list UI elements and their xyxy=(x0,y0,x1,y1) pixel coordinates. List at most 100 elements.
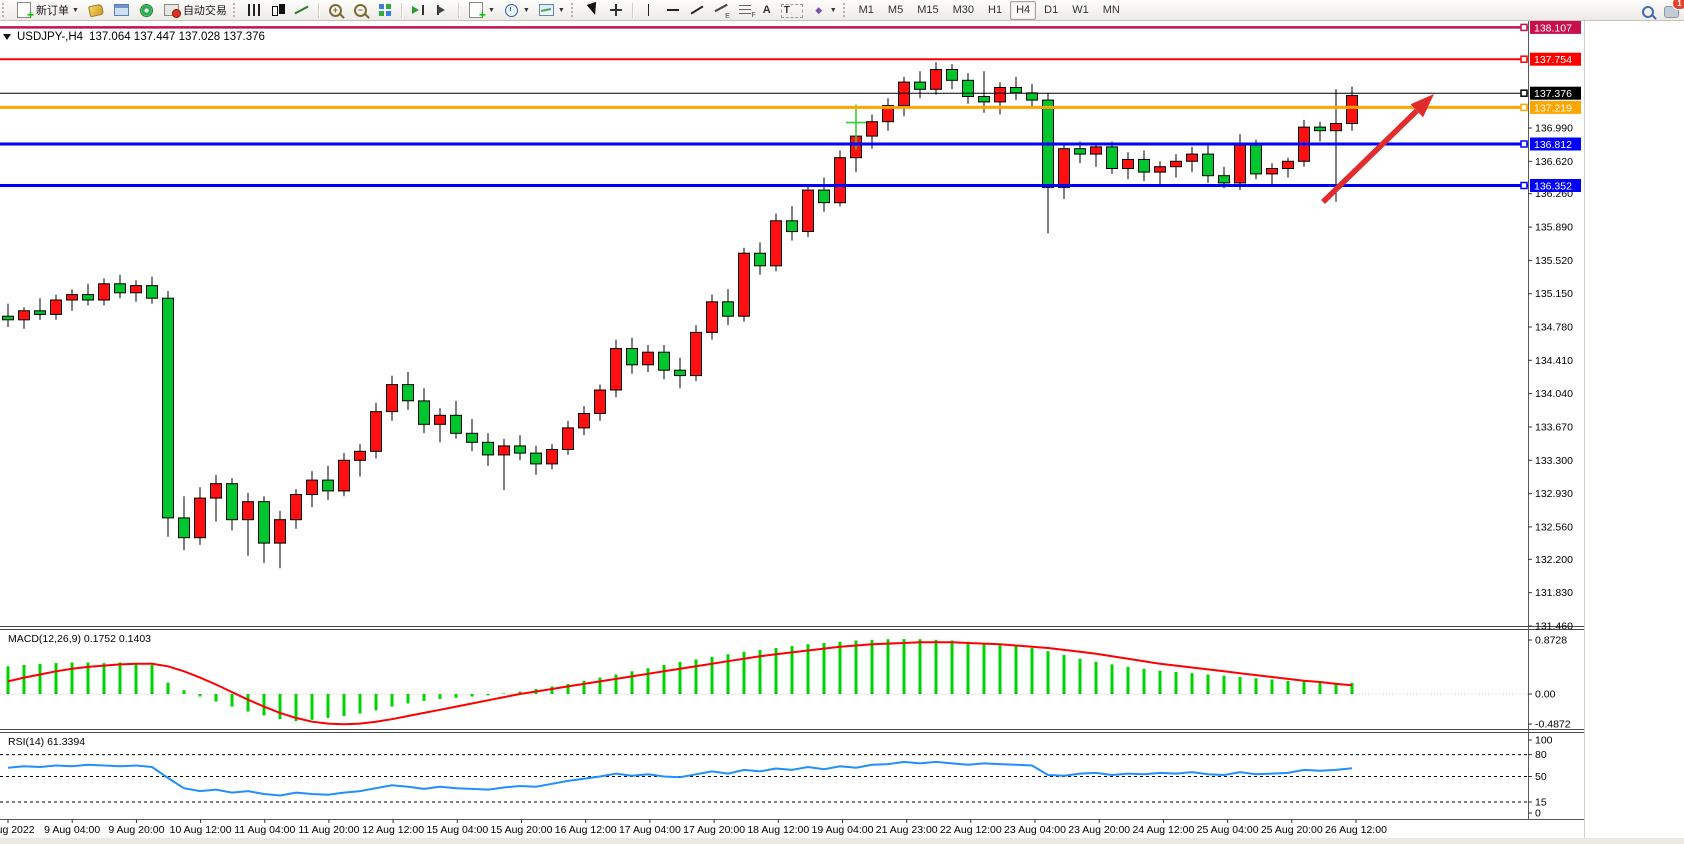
vertical-line-tool-button[interactable] xyxy=(637,0,661,21)
toolbar-separator xyxy=(631,2,633,18)
search-button[interactable] xyxy=(1642,2,1657,20)
symbol-title: USDJPY-,H4 xyxy=(17,31,84,43)
zoom-out-button[interactable]: − xyxy=(348,0,373,21)
price-label-text: 137.754 xyxy=(1534,54,1572,66)
candle-body xyxy=(674,369,686,377)
new-order-button[interactable]: 新订单 ▼ xyxy=(11,0,83,22)
candle-body xyxy=(802,189,814,233)
candle-body xyxy=(1154,166,1166,173)
timeframe-d1-button[interactable]: D1 xyxy=(1044,3,1059,16)
line-axis-anchor xyxy=(1520,103,1528,112)
candle-body xyxy=(1234,144,1246,184)
toolbar-grip[interactable] xyxy=(232,3,239,17)
trendline-tool-button[interactable] xyxy=(685,0,709,21)
candle-body xyxy=(1282,160,1294,170)
time-tick-label: 9 Aug 04:00 xyxy=(44,824,100,836)
channel-tool-button[interactable] xyxy=(709,0,733,21)
timeframe-mn-button[interactable]: MN xyxy=(1102,3,1120,16)
candle-body xyxy=(1074,148,1086,155)
vertical-line-icon xyxy=(641,2,657,18)
crosshair-icon xyxy=(608,2,624,18)
macd-tick-label: -0.4872 xyxy=(1535,719,1571,731)
candle-body xyxy=(2,315,14,321)
candle-body xyxy=(386,384,398,413)
candle-body xyxy=(1186,153,1198,162)
tile-windows-button[interactable] xyxy=(373,0,397,21)
price-tick-label: 131.830 xyxy=(1535,587,1573,599)
text-tool-button[interactable]: A xyxy=(757,0,777,21)
tile-windows-icon xyxy=(378,4,391,16)
metaeditor-button[interactable] xyxy=(83,0,109,21)
signals-button[interactable] xyxy=(134,0,159,21)
price-tick-label: 136.620 xyxy=(1535,156,1573,168)
zoom-in-button[interactable]: + xyxy=(323,0,348,21)
symbol-ohlc: 137.064 137.447 137.028 137.376 xyxy=(89,31,265,43)
new-chart-button[interactable]: ▼ xyxy=(463,0,499,22)
price-axis-labels: 138.107 137.754 137.376 137.219 136.812 136.3… xyxy=(1520,20,1581,193)
timeframe-h4-button[interactable]: H4 xyxy=(1010,0,1037,20)
autotrade-button[interactable]: 自动交易 xyxy=(159,0,231,21)
price-label-box xyxy=(1530,100,1581,114)
chart-shift-button[interactable] xyxy=(430,0,454,21)
candle-body xyxy=(66,294,78,301)
price-tick-label: 131.460 xyxy=(1535,621,1573,633)
timeframe-m5-button[interactable]: M5 xyxy=(887,3,904,16)
candle-body xyxy=(370,411,382,452)
time-tick-label: 16 Aug 12:00 xyxy=(555,824,617,836)
terminal-button[interactable] xyxy=(109,0,134,21)
rsi-axis: 100 80 50 150 xyxy=(1528,735,1553,820)
shapes-tool-button[interactable]: ◆ ▼ xyxy=(807,0,841,21)
toolbar-grip[interactable] xyxy=(842,3,849,17)
candle-body xyxy=(978,96,990,103)
auto-scroll-button[interactable] xyxy=(406,0,430,21)
time-tick-label: 24 Aug 12:00 xyxy=(1132,824,1194,836)
line-axis-anchor xyxy=(1520,89,1528,97)
candle-body xyxy=(818,189,830,204)
toolbar-grip[interactable] xyxy=(2,3,8,17)
timeframe-m1-button[interactable]: M1 xyxy=(858,3,874,16)
line-chart-button[interactable] xyxy=(290,0,314,21)
label-tool-button[interactable]: T xyxy=(777,0,807,21)
price-tick-label: 133.670 xyxy=(1535,422,1573,434)
fibonacci-tool-button[interactable] xyxy=(733,0,757,21)
candle-body xyxy=(482,441,494,456)
timeframe-m30-button[interactable]: M30 xyxy=(952,3,975,16)
candle-body xyxy=(546,449,558,465)
candlestick-chart-button[interactable] xyxy=(266,0,290,21)
templates-button[interactable]: ▼ xyxy=(534,0,569,21)
candle-body xyxy=(578,413,590,429)
crosshair-tool-button[interactable] xyxy=(604,0,628,21)
rsi-tick-label: 15 xyxy=(1535,797,1547,809)
macd-signal-line xyxy=(7,641,1353,726)
time-tick-label: 19 Aug 04:00 xyxy=(812,824,874,836)
candle-body xyxy=(162,297,174,519)
toolbar-grip[interactable] xyxy=(570,3,577,17)
candle-body xyxy=(210,483,222,499)
timeframe-w1-button[interactable]: W1 xyxy=(1072,3,1089,16)
price-label-text: 136.352 xyxy=(1534,181,1572,193)
candle-body xyxy=(402,384,414,402)
timeframe-m15-button[interactable]: M15 xyxy=(917,3,939,16)
candle-body xyxy=(962,79,974,98)
order-cross-marker[interactable] xyxy=(846,104,866,150)
bar-chart-button[interactable] xyxy=(242,0,266,21)
candle-body xyxy=(754,252,766,267)
candle-body xyxy=(770,220,782,267)
chevron-down-icon: ▼ xyxy=(72,6,79,14)
candle-body xyxy=(1330,123,1342,132)
timeframe-h1-button[interactable]: H1 xyxy=(988,3,1003,16)
candle-body xyxy=(466,432,478,443)
metaeditor-icon xyxy=(87,3,104,17)
price-tick-label: 135.890 xyxy=(1535,222,1573,234)
candle-body xyxy=(994,87,1006,103)
chevron-down-icon: ▼ xyxy=(557,6,565,14)
price-tick-label: 136.990 xyxy=(1535,123,1573,135)
candle-body xyxy=(610,348,622,391)
notifications-button[interactable]: 1 xyxy=(1664,0,1684,18)
trend-arrow-annotation[interactable] xyxy=(1321,94,1434,204)
cursor-tool-button[interactable] xyxy=(580,0,604,21)
horizontal-line-tool-button[interactable] xyxy=(661,0,685,21)
periods-button[interactable]: ▼ xyxy=(499,0,534,21)
symbol-dropdown-icon[interactable] xyxy=(3,34,11,44)
